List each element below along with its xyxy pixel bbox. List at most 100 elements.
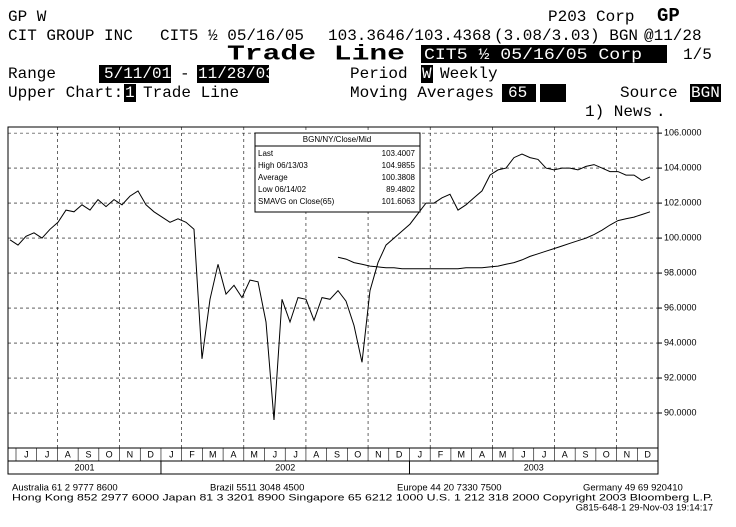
x-tick-label: J [293,449,298,459]
range-start[interactable]: 5/11/01 [104,65,171,83]
ma-empty-field[interactable] [540,84,566,102]
x-tick-label: J [169,449,174,459]
yield: (3.08/3.03) BGN [494,27,638,45]
upper-chart-code-bg [124,84,136,102]
upper-chart-text: Trade Line [143,84,239,102]
x-tick-label: F [438,449,444,459]
y-tick-label: 98.0000 [664,267,697,277]
x-tick-label: J [542,449,547,459]
x-tick-label: O [354,449,361,459]
x-tick-label: N [624,449,631,459]
y-tick-label: 102.0000 [664,197,702,207]
x-tick-label: N [127,449,134,459]
y-tick-label: 106.0000 [664,127,702,137]
stats-value: 100.3808 [382,173,416,182]
security-code: GP W [8,8,47,26]
x-tick-label: D [644,449,651,459]
x-tick-label: N [375,449,382,459]
stats-label: SMAVG on Close(65) [258,197,335,206]
dot: . [656,103,666,121]
security: CIT5 ½ 05/16/05 [160,27,304,45]
period-label: Period [350,65,408,83]
x-tick-label: D [147,449,154,459]
range-start-bg [99,65,171,83]
x-tick-label: M [250,449,258,459]
plot-frame [7,126,659,475]
x-tick-label: M [499,449,507,459]
x-tick-label: J [521,449,526,459]
menu-key: GP [657,5,680,27]
footer-phone: Germany 49 69 920410 [583,483,683,494]
x-tick-label: J [273,449,278,459]
range-dash: - [180,65,190,83]
x-tick-label: J [45,449,50,459]
y-tick-label: 94.0000 [664,337,697,347]
y-tick-label: 92.0000 [664,372,697,382]
y-tick-label: 96.0000 [664,302,697,312]
stats-value: 89.4802 [386,185,415,194]
footer-phone: Europe 44 20 7330 7500 [397,483,502,494]
news-link[interactable]: 1) News [585,103,652,121]
footer: Australia 61 2 9777 8600 Brazil 5511 304… [12,483,713,514]
x-tick-label: D [396,449,403,459]
footer-stamp: G815-648-1 29-Nov-03 19:14:17 [576,503,713,514]
series-line [9,153,651,421]
upper-chart-label: Upper Chart: [8,84,123,102]
period-code-bg [421,65,433,83]
year-label: 2003 [524,462,544,472]
x-tick-label: M [458,449,466,459]
stats-label: Low 06/14/02 [258,185,307,194]
source-label: Source [620,84,678,102]
stats-label: Last [258,149,274,158]
page-id: P203 Corp [548,8,634,26]
y-tick-label: 100.0000 [664,232,702,242]
source-value-bg [690,84,721,102]
footer-phone: Brazil 5511 3048 4500 [210,483,304,494]
ma-value-bg [502,84,536,102]
security-box: CIT5 ½ 05/16/05 Corp [424,46,642,64]
x-tick-label: O [106,449,113,459]
x-tick-label: O [603,449,610,459]
bid-ask: 103.3646/103.4368 [328,27,491,45]
ma-label: Moving Averages [350,84,494,102]
period-text: Weekly [440,65,498,83]
x-tick-label: A [562,449,568,459]
x-tick-label: A [230,449,236,459]
x-tick-label: A [65,449,71,459]
range-end-bg [197,65,269,83]
x-tick-label: A [479,449,485,459]
x-tick-label: M [209,449,217,459]
period-code[interactable]: W [422,65,432,83]
x-tick-label: J [24,449,29,459]
stats-box-title: BGN/NY/Close/Mid [303,135,371,144]
stats-label: High 06/13/03 [258,161,308,170]
ma-value[interactable]: 65 [508,84,527,102]
year-label: 2001 [74,462,94,472]
page-count: 1/5 [683,46,712,64]
stats-value: 104.9855 [382,161,416,170]
x-tick-label: A [313,449,319,459]
y-tick-label: 90.0000 [664,407,697,417]
screen-title: Trade Line [227,44,405,67]
series-line [337,211,651,270]
stats-value: 101.6063 [382,197,416,206]
source-value[interactable]: BGN [691,84,720,102]
security-box-bg [421,45,667,63]
as-of: @11/28 [644,27,702,45]
y-tick-label: 104.0000 [664,162,702,172]
footer-phone: Australia 61 2 9777 8600 [12,483,118,494]
stats-value: 103.4007 [382,149,416,158]
stats-box: BGN/NY/Close/Mid Last 103.4007 High 06/13/0… [254,132,421,213]
x-tick-label: S [334,449,340,459]
year-label: 2002 [275,462,295,472]
x-tick-label: S [583,449,589,459]
x-tick-label: S [85,449,91,459]
issuer: CIT GROUP INC [8,27,133,45]
x-tick-label: F [189,449,195,459]
upper-chart-code[interactable]: 1 [125,84,135,102]
stats-label: Average [258,173,288,182]
footer-phones: Hong Kong 852 2977 6000 Japan 81 3 3201 … [12,493,713,504]
range-label: Range [8,65,56,83]
range-end[interactable]: 11/28/03 [198,65,275,83]
